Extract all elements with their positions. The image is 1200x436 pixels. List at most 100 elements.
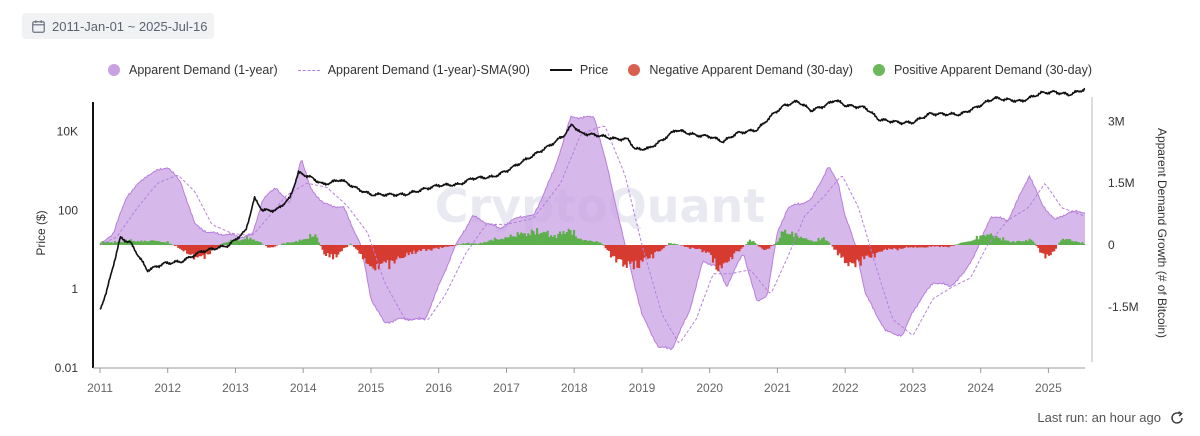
negative-demand-bar	[328, 245, 331, 258]
positive-demand-bar	[133, 240, 136, 245]
negative-demand-bar	[178, 245, 182, 249]
positive-demand-bar	[1026, 241, 1029, 245]
positive-demand-bar	[143, 240, 146, 245]
positive-demand-bar	[312, 236, 315, 245]
legend-price[interactable]: Price	[549, 63, 608, 77]
positive-demand-bar	[991, 235, 994, 245]
date-range-picker[interactable]: 2011-Jan-01 ~ 2025-Jul-16	[22, 13, 214, 39]
negative-demand-bar	[332, 245, 335, 260]
positive-demand-bar	[506, 237, 509, 245]
negative-demand-bar	[711, 245, 715, 263]
negative-demand-bar	[437, 245, 440, 249]
chart-legend: Apparent Demand (1-year) Apparent Demand…	[0, 58, 1200, 82]
positive-demand-bar	[317, 242, 321, 245]
positive-demand-bar	[594, 241, 597, 245]
x-tick-label: 2011	[87, 381, 113, 395]
positive-demand-bar	[539, 233, 542, 245]
positive-demand-bar	[1077, 242, 1080, 245]
negative-demand-bar	[937, 245, 940, 247]
positive-demand-bar	[237, 240, 240, 245]
positive-demand-bar	[479, 242, 482, 245]
positive-demand-bar	[261, 244, 264, 245]
negative-demand-bar	[321, 245, 324, 250]
negative-demand-bar	[951, 245, 954, 246]
negative-demand-bar	[759, 245, 762, 248]
positive-demand-bar	[784, 229, 787, 245]
negative-demand-bar	[736, 245, 739, 252]
negative-demand-bar	[741, 245, 744, 248]
negative-demand-bar	[368, 245, 372, 267]
positive-demand-bar	[467, 242, 470, 245]
negative-demand-bar	[205, 245, 208, 254]
negative-demand-bar	[184, 245, 187, 251]
negative-demand-bar	[880, 245, 883, 252]
positive-demand-bar	[513, 236, 516, 245]
negative-demand-bar	[268, 245, 271, 248]
negative-demand-bar	[928, 245, 931, 247]
negative-demand-bar	[604, 245, 607, 249]
negative-demand-bar	[699, 245, 702, 250]
negative-demand-bar	[952, 245, 956, 246]
positive-demand-bar	[231, 240, 234, 245]
positive-demand-bar	[581, 240, 584, 245]
positive-demand-bar	[569, 230, 572, 245]
positive-demand-bar	[249, 237, 252, 245]
negative-demand-bar	[1046, 245, 1049, 255]
negative-demand-bar	[194, 245, 197, 257]
positive-demand-bar	[282, 243, 285, 245]
positive-demand-bar	[493, 237, 496, 245]
calendar-icon	[32, 19, 45, 33]
negative-demand-bar	[1040, 245, 1043, 253]
positive-demand-bar	[534, 234, 537, 245]
positive-demand-bar	[514, 236, 518, 245]
negative-demand-bar	[361, 245, 365, 260]
positive-demand-bar	[817, 237, 820, 245]
positive-demand-bar	[113, 241, 117, 245]
negative-demand-bar	[356, 245, 359, 251]
positive-demand-bar	[495, 239, 498, 245]
negative-demand-bar	[889, 245, 892, 250]
negative-demand-bar	[838, 245, 841, 254]
x-tick-label: 2021	[764, 381, 791, 395]
positive-demand-bar	[536, 228, 539, 245]
legend-sma-label: Apparent Demand (1-year)-SMA(90)	[327, 63, 530, 77]
legend-apparent-demand[interactable]: Apparent Demand (1-year)	[108, 63, 278, 77]
negative-demand-bar	[935, 245, 938, 247]
positive-demand-bar	[1032, 241, 1035, 245]
positive-demand-bar	[998, 238, 1001, 245]
negative-demand-bar	[924, 245, 927, 248]
positive-demand-bar	[293, 242, 296, 245]
x-tick-label: 2024	[967, 381, 994, 395]
negative-demand-bar	[404, 245, 407, 257]
negative-demand-bar	[377, 245, 380, 270]
positive-demand-bar	[974, 239, 977, 245]
positive-demand-bar	[993, 237, 996, 245]
positive-demand-bar	[110, 242, 113, 245]
positive-demand-bar	[805, 238, 808, 245]
positive-demand-bar	[530, 229, 533, 245]
negative-demand-bar	[426, 245, 430, 250]
positive-demand-bar	[755, 244, 759, 245]
positive-demand-bar	[105, 242, 108, 245]
negative-demand-bar	[631, 245, 634, 262]
positive-demand-bar	[750, 241, 753, 245]
negative-demand-bar	[664, 245, 667, 247]
negative-demand-bar	[618, 245, 621, 260]
negative-demand-bar	[687, 245, 690, 248]
negative-demand-bar	[273, 245, 277, 247]
negative-demand-bar	[685, 245, 688, 247]
legend-positive[interactable]: Positive Apparent Demand (30-day)	[872, 63, 1092, 77]
legend-negative-label: Negative Apparent Demand (30-day)	[649, 63, 853, 77]
negative-demand-bar	[613, 245, 616, 257]
positive-demand-bar	[1074, 241, 1077, 245]
positive-demand-bar	[532, 231, 535, 245]
positive-demand-bar	[588, 240, 591, 245]
refresh-icon[interactable]	[1170, 410, 1184, 425]
legend-sma[interactable]: Apparent Demand (1-year)-SMA(90)	[297, 63, 530, 77]
negative-demand-bar	[887, 245, 890, 249]
positive-demand-bar	[525, 236, 528, 245]
positive-demand-bar	[286, 242, 289, 245]
legend-negative[interactable]: Negative Apparent Demand (30-day)	[628, 63, 853, 77]
negative-demand-bar	[388, 245, 391, 270]
negative-demand-bar	[900, 245, 903, 249]
